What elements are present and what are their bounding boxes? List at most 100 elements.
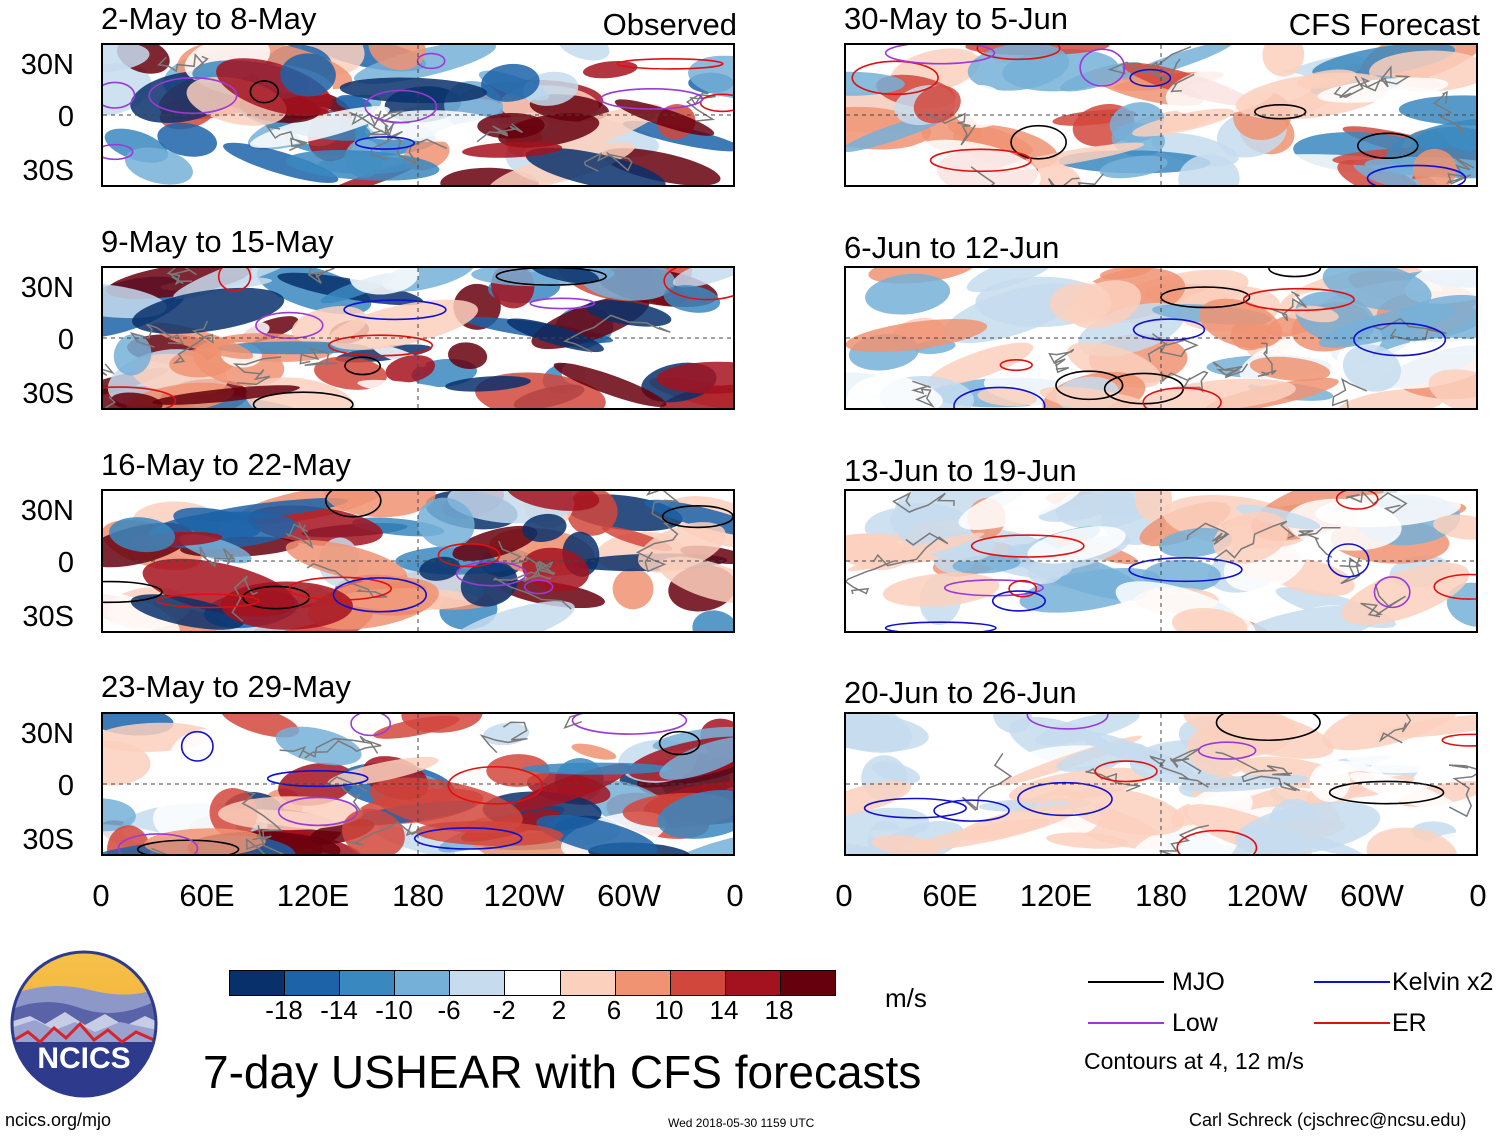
shear-anomaly-blob: [1433, 514, 1476, 540]
shear-anomaly-blob: [657, 790, 733, 839]
coastline: [129, 323, 185, 348]
shear-anomaly-blob: [1296, 69, 1357, 89]
coastline: [1085, 768, 1141, 792]
wave-contour: [325, 491, 382, 518]
shear-anomaly-blob: [349, 268, 420, 295]
wave-contour: [249, 80, 279, 104]
wave-contour: [180, 730, 214, 762]
footer-timestamp: Wed 2018-05-30 1159 UTC: [668, 1116, 815, 1130]
shear-anomaly-blob: [368, 110, 502, 142]
colorbar-tick-label: -18: [265, 995, 303, 1025]
coastline: [1371, 317, 1447, 341]
shear-anomaly-blob: [656, 361, 733, 394]
panel-title: 20-Jun to 26-Jun: [844, 675, 1077, 710]
wave-contour: [943, 579, 1044, 597]
shear-anomaly-blob: [993, 714, 1032, 734]
colorbar-segment: [615, 971, 671, 995]
shear-anomaly-blob: [103, 588, 180, 631]
shear-anomaly-blob: [977, 388, 1037, 407]
column-label-observed: Observed: [602, 7, 737, 42]
panel-title: 9-May to 15-May: [101, 224, 334, 259]
shear-anomaly-blob: [638, 522, 726, 573]
shear-anomaly-blob: [415, 821, 564, 847]
wave-contour: [851, 60, 939, 96]
wave-contour: [103, 143, 134, 161]
shear-anomaly-blob: [1131, 108, 1235, 137]
wave-contour: [217, 268, 252, 292]
shear-anomaly-blob: [672, 268, 733, 288]
shear-anomaly-blob: [1131, 824, 1238, 854]
wave-contour: [929, 148, 1032, 173]
shear-anomaly-blob: [952, 84, 1007, 128]
shear-anomaly-blob: [1391, 714, 1476, 767]
x-tick-label: 0: [835, 878, 853, 913]
coastline: [1433, 90, 1465, 135]
shear-anomaly-blob: [419, 556, 461, 581]
shear-anomaly-blob: [871, 835, 940, 854]
colorbar-labels: -18 -14 -10 -6 -2 2 6 10 14 18: [229, 996, 834, 1026]
shear-anomaly-blob: [966, 268, 1060, 293]
coastline: [299, 346, 338, 366]
wave-contour: [447, 765, 543, 805]
colorbar-tick-label: -14: [320, 995, 358, 1025]
shear-anomaly-blob: [846, 842, 884, 854]
x-tick-label: 120W: [1226, 878, 1308, 913]
shear-field: [846, 268, 1476, 408]
colorbar-segment: [285, 971, 341, 995]
map-panel-forecast-3: [844, 489, 1478, 633]
wave-contour: [976, 45, 1061, 61]
shear-anomaly-blob: [536, 814, 658, 854]
colorbar-segment: [395, 971, 451, 995]
x-tick-label: 120W: [483, 878, 565, 913]
coastline: [498, 540, 555, 574]
shear-anomaly-blob: [486, 754, 550, 787]
coastline: [846, 560, 895, 595]
wave-contour: [416, 52, 446, 70]
footer-url[interactable]: ncics.org/mjo: [5, 1110, 112, 1130]
wave-contour: [1197, 741, 1257, 760]
coastline: [479, 721, 528, 754]
wave-contour: [413, 827, 523, 850]
wave-contour: [1142, 387, 1222, 408]
colorbar: [229, 970, 836, 996]
coastline: [306, 562, 388, 599]
wave-contour: [350, 714, 392, 737]
shear-anomaly-blob: [109, 517, 176, 553]
colorbar-tick-label: 18: [764, 995, 794, 1025]
wave-contour: [1094, 760, 1158, 783]
shear-anomaly-blob: [1003, 268, 1132, 283]
coastline: [1298, 526, 1341, 559]
shear-anomaly-blob: [1317, 77, 1449, 103]
wave-contour: [529, 297, 596, 310]
shear-anomaly-blob: [498, 113, 600, 148]
wave-contour: [344, 356, 382, 376]
shear-anomaly-blob: [327, 756, 439, 787]
units-label: m/s: [885, 983, 927, 1013]
shear-anomaly-blob: [871, 761, 921, 784]
shear-anomaly-blob: [448, 342, 488, 370]
wave-contour: [661, 505, 733, 529]
wave-contour: [1215, 714, 1321, 742]
colorbar-segment: [505, 971, 561, 995]
colorbar-segment: [780, 971, 836, 995]
shear-anomaly-blob: [557, 45, 610, 61]
shear-anomaly-blob: [553, 362, 667, 407]
coastline: [583, 151, 633, 172]
y-tick-label: 30S: [22, 601, 74, 633]
logo-text: NCICS: [37, 1042, 130, 1075]
coastline: [284, 522, 314, 549]
coastline: [1212, 361, 1249, 379]
shear-anomaly-blob: [445, 375, 531, 392]
wave-contour: [1366, 164, 1467, 185]
shear-field: [103, 45, 733, 185]
wave-contour: [455, 561, 528, 587]
shear-anomaly-blob: [401, 714, 483, 733]
shear-anomaly-blob: [328, 299, 479, 350]
y-tick-label: 0: [57, 770, 74, 802]
wave-contour: [1327, 543, 1370, 578]
shear-anomaly-blob: [692, 610, 733, 631]
shear-anomaly-blob: [847, 532, 985, 572]
panel-title: 30-May to 5-Jun: [844, 1, 1068, 36]
shear-anomaly-blob: [103, 798, 136, 832]
y-tick-label: 0: [57, 547, 74, 579]
